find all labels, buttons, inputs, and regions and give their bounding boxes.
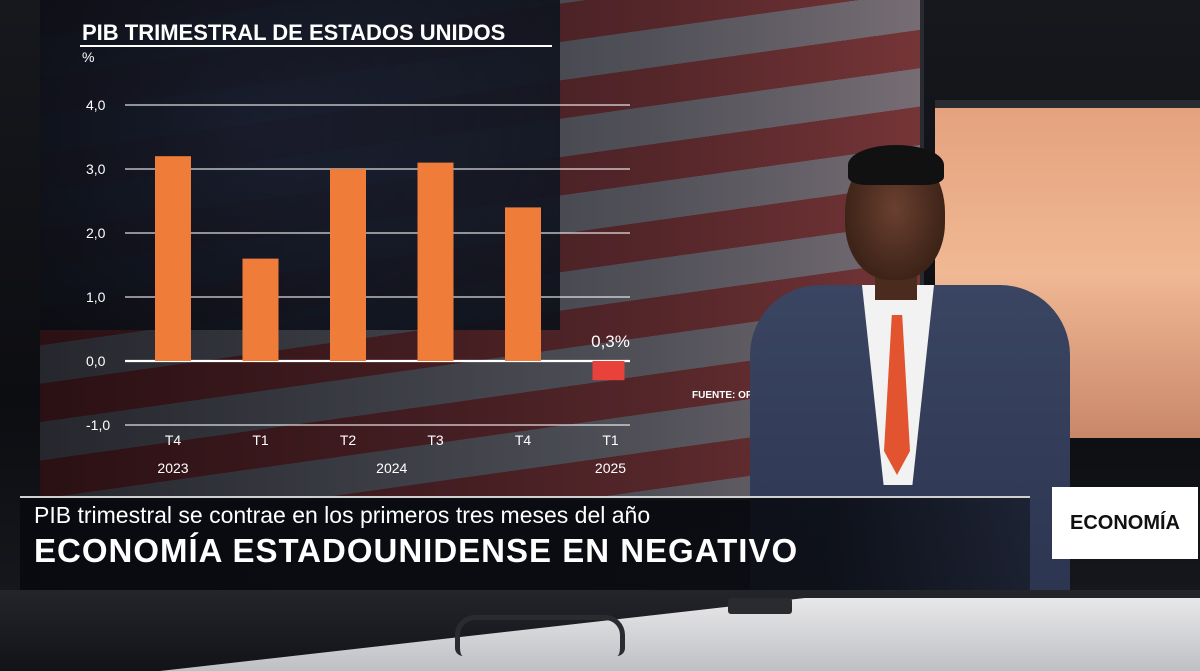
phone-on-desk bbox=[728, 598, 792, 614]
year-labels: 2023 2024 2025 bbox=[157, 460, 626, 476]
bar-t4-0 bbox=[155, 156, 191, 361]
x-tick-label: T4 bbox=[515, 432, 532, 448]
section-badge: ECONOMÍA bbox=[1052, 487, 1198, 559]
lower-third-banner: PIB trimestral se contrae en los primero… bbox=[20, 496, 1030, 592]
y-tick-label: 4,0 bbox=[86, 97, 106, 113]
x-tick-labels: T4 T1 T2 T3 T4 T1 bbox=[165, 432, 619, 448]
x-tick-label: T1 bbox=[602, 432, 619, 448]
bar-t1-1 bbox=[242, 258, 279, 361]
y-tick-label: 1,0 bbox=[86, 289, 106, 305]
x-tick-label: T2 bbox=[340, 432, 357, 448]
x-tick-label: T4 bbox=[165, 432, 182, 448]
y-axis-unit: % bbox=[82, 49, 94, 65]
lower-third-subtitle: PIB trimestral se contrae en los primero… bbox=[34, 502, 651, 528]
x-tick-label: T1 bbox=[252, 432, 269, 448]
video-wall-screen: PIB TRIMESTRAL DE ESTADOS UNIDOS % 4,0 3,… bbox=[40, 0, 924, 500]
bar-t1-5 bbox=[592, 361, 625, 381]
lower-third-headline: ECONOMÍA ESTADOUNIDENSE EN NEGATIVO bbox=[34, 532, 799, 569]
y-tick-label: 0,0 bbox=[86, 353, 106, 369]
year-label: 2023 bbox=[157, 460, 188, 476]
bar-t3-3 bbox=[417, 162, 454, 361]
chart-title: PIB TRIMESTRAL DE ESTADOS UNIDOS bbox=[82, 20, 505, 45]
y-tick-label: 2,0 bbox=[86, 225, 106, 241]
year-label: 2024 bbox=[376, 460, 407, 476]
negative-value-label: 0,3% bbox=[591, 332, 630, 351]
year-label: 2025 bbox=[595, 460, 626, 476]
y-tick-labels: 4,0 3,0 2,0 1,0 0,0 -1,0 bbox=[86, 97, 110, 433]
grid-lines bbox=[125, 104, 630, 426]
earpiece-cable bbox=[455, 615, 625, 656]
anchor-hair bbox=[848, 145, 944, 185]
y-tick-label: 3,0 bbox=[86, 161, 106, 177]
bar-t4-4 bbox=[505, 207, 541, 361]
bars bbox=[155, 156, 625, 381]
y-tick-label: -1,0 bbox=[86, 417, 110, 433]
source-label: FUENTE: OFICIN bbox=[692, 390, 772, 401]
gdp-bar-chart: PIB TRIMESTRAL DE ESTADOS UNIDOS % 4,0 3,… bbox=[80, 20, 772, 476]
bar-t2-2 bbox=[330, 169, 366, 361]
x-tick-label: T3 bbox=[427, 432, 444, 448]
